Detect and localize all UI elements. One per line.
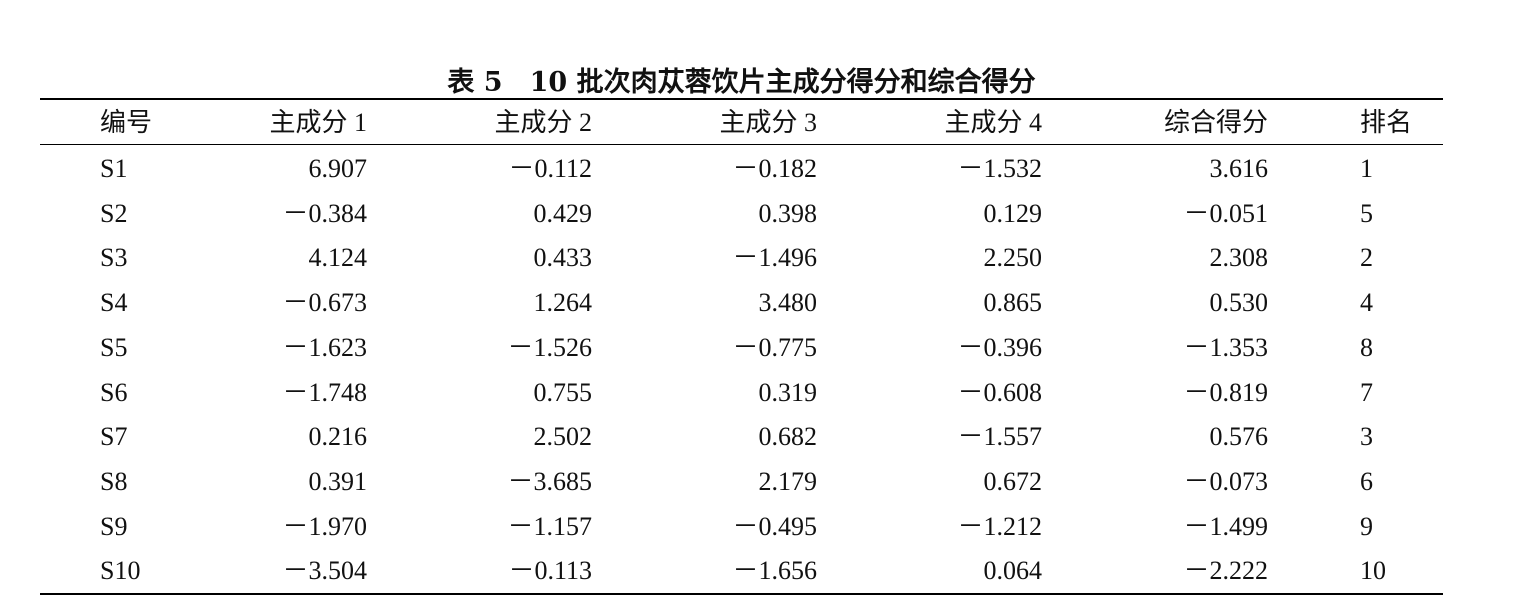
header-cell: 排名 <box>1360 108 1413 137</box>
cell: 0.319 <box>758 377 818 407</box>
header-cell: 编号 <box>100 108 153 137</box>
cell: －3.504 <box>282 556 367 586</box>
row-label: S4 <box>100 288 128 318</box>
cell: 2.308 <box>1209 243 1269 273</box>
row-label: S5 <box>100 332 128 362</box>
cell: －0.495 <box>732 511 817 541</box>
cell: 0.682 <box>758 422 818 452</box>
cell: －2.222 <box>1183 556 1268 586</box>
cell: 6 <box>1360 466 1373 496</box>
cell: 0.064 <box>983 556 1043 586</box>
row-label: S6 <box>100 377 128 407</box>
cell: 10 <box>1360 556 1386 586</box>
row-label: S2 <box>100 198 128 228</box>
cell: －1.212 <box>957 511 1042 541</box>
cell: －0.112 <box>508 154 592 183</box>
cell: 4.124 <box>308 243 368 273</box>
cell: 0.865 <box>983 288 1043 318</box>
cell: 2 <box>1360 243 1373 273</box>
cell: 0.576 <box>1209 422 1269 452</box>
cell: －0.384 <box>282 198 367 228</box>
cell: 0.672 <box>983 466 1043 496</box>
cell: 3 <box>1360 422 1373 452</box>
header-rule <box>40 144 1443 145</box>
row-label: S7 <box>100 422 128 452</box>
row-label: S9 <box>100 511 128 541</box>
cell: 6.907 <box>308 154 368 183</box>
cell: 0.216 <box>308 422 368 452</box>
row-label: S10 <box>100 556 141 586</box>
cell: 1 <box>1360 154 1373 183</box>
cell: －1.656 <box>732 556 817 586</box>
cell: －0.182 <box>732 154 817 183</box>
header-cell: 主成分 3 <box>719 108 817 137</box>
cell: 8 <box>1360 332 1373 362</box>
cell: －1.496 <box>732 243 817 273</box>
cell: 0.129 <box>983 198 1043 228</box>
cell: －0.819 <box>1183 377 1268 407</box>
cell: 0.433 <box>533 243 593 273</box>
header-cell: 主成分 4 <box>944 108 1042 137</box>
cell: －0.113 <box>508 556 592 586</box>
cell: －0.608 <box>957 377 1042 407</box>
header-cell: 主成分 2 <box>494 108 592 137</box>
row-label: S3 <box>100 243 128 273</box>
cell: 0.398 <box>758 198 818 228</box>
top-rule <box>40 98 1443 100</box>
cell: －1.157 <box>507 511 592 541</box>
header-cell: 主成分 1 <box>269 108 367 137</box>
table-title: 表 5 10 批次肉苁蓉饮片主成分得分和综合得分 <box>447 67 1036 98</box>
cell: 0.429 <box>533 198 593 228</box>
cell: 0.391 <box>308 466 368 496</box>
cell: 5 <box>1360 198 1373 228</box>
cell: －1.623 <box>282 332 367 362</box>
cell: －0.051 <box>1183 198 1268 228</box>
cell: －1.557 <box>957 422 1042 452</box>
cell: －3.685 <box>507 466 592 496</box>
cell: 0.530 <box>1209 288 1269 318</box>
cell: －1.353 <box>1183 332 1268 362</box>
cell: 3.616 <box>1209 154 1269 183</box>
row-label: S8 <box>100 466 128 496</box>
cell: －1.748 <box>282 377 367 407</box>
cell: 7 <box>1360 377 1373 407</box>
cell: －0.396 <box>957 332 1042 362</box>
cell: 2.502 <box>533 422 593 452</box>
cell: －0.673 <box>282 288 367 318</box>
header-cell: 综合得分 <box>1163 108 1268 137</box>
cell: 4 <box>1360 288 1373 318</box>
cell: －0.775 <box>732 332 817 362</box>
cell: 0.755 <box>533 377 593 407</box>
cell: 3.480 <box>758 288 818 318</box>
row-label: S1 <box>100 154 128 183</box>
cell: 9 <box>1360 511 1373 541</box>
cell: －1.499 <box>1183 511 1268 541</box>
cell: －1.970 <box>282 511 367 541</box>
cell: －1.532 <box>957 154 1042 183</box>
cell: 1.264 <box>533 288 593 318</box>
cell: －0.073 <box>1183 466 1268 496</box>
cell: －1.526 <box>507 332 592 362</box>
cell: 2.250 <box>983 243 1043 273</box>
bottom-rule <box>40 593 1443 595</box>
cell: 2.179 <box>758 466 818 496</box>
